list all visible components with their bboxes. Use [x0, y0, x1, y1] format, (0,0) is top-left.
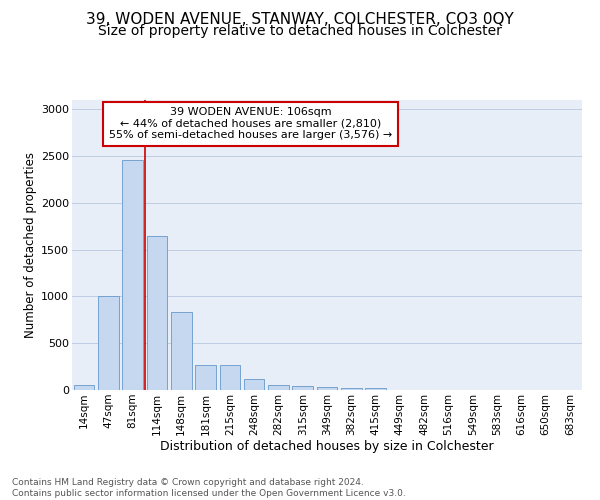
- Bar: [195, 364, 216, 390]
- Bar: [268, 386, 289, 390]
- Bar: [341, 388, 362, 390]
- Bar: [122, 160, 143, 390]
- Text: Size of property relative to detached houses in Colchester: Size of property relative to detached ho…: [98, 24, 502, 38]
- Bar: [317, 387, 337, 390]
- Bar: [220, 364, 240, 390]
- Text: 39, WODEN AVENUE, STANWAY, COLCHESTER, CO3 0QY: 39, WODEN AVENUE, STANWAY, COLCHESTER, C…: [86, 12, 514, 28]
- Y-axis label: Number of detached properties: Number of detached properties: [24, 152, 37, 338]
- Bar: [74, 386, 94, 390]
- Bar: [171, 312, 191, 390]
- Bar: [244, 379, 265, 390]
- Bar: [98, 296, 119, 390]
- Text: 39 WODEN AVENUE: 106sqm
← 44% of detached houses are smaller (2,810)
55% of semi: 39 WODEN AVENUE: 106sqm ← 44% of detache…: [109, 108, 392, 140]
- Text: Contains HM Land Registry data © Crown copyright and database right 2024.
Contai: Contains HM Land Registry data © Crown c…: [12, 478, 406, 498]
- Bar: [292, 386, 313, 390]
- Bar: [146, 236, 167, 390]
- Bar: [365, 388, 386, 390]
- X-axis label: Distribution of detached houses by size in Colchester: Distribution of detached houses by size …: [160, 440, 494, 454]
